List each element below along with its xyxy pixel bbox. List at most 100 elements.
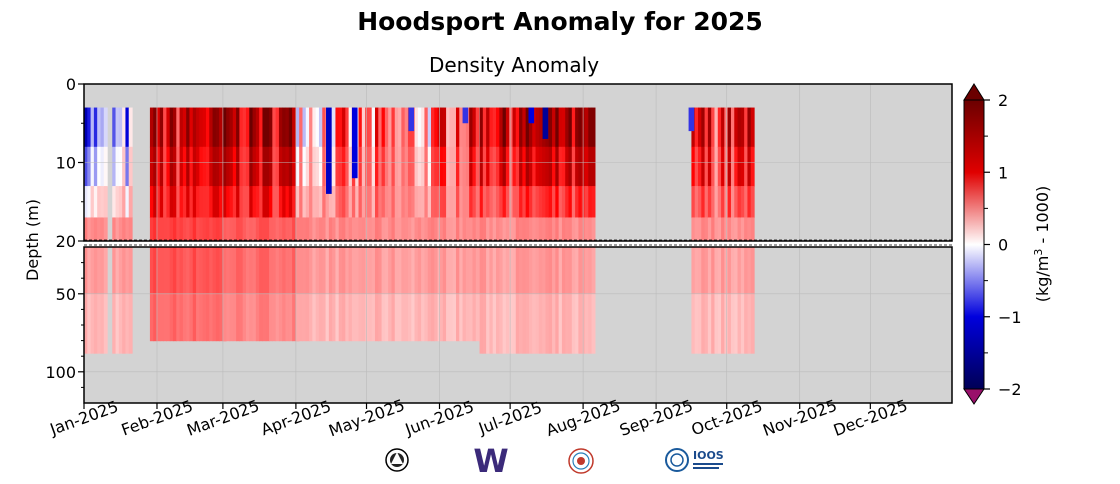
heatmap-cell	[335, 186, 340, 219]
heatmap-cell	[288, 293, 293, 342]
heatmap-cell	[282, 247, 287, 295]
heatmap-cell	[740, 247, 745, 295]
heatmap-cell	[245, 186, 250, 219]
heatmap-cell	[724, 107, 729, 148]
heatmap-cell	[407, 146, 412, 187]
heatmap-cell	[242, 146, 247, 187]
heatmap-cell	[229, 217, 234, 241]
heatmap-cell	[442, 293, 447, 342]
heatmap-cell	[166, 107, 171, 148]
heatmap-cell	[538, 186, 543, 219]
heatmap-cell	[575, 293, 580, 354]
heatmap-cell	[694, 217, 699, 241]
heatmap-cell	[398, 217, 402, 241]
heatmap-cell	[179, 217, 184, 241]
heatmap-cell	[701, 247, 706, 295]
colorbar-label: (kg/m3 - 1000)	[1032, 186, 1052, 303]
heatmap-cell	[398, 146, 402, 187]
heatmap-cell	[565, 186, 570, 219]
heatmap-cell	[169, 107, 174, 148]
heatmap-cell	[172, 293, 177, 342]
heatmap-cell	[84, 146, 88, 187]
heatmap-cell	[721, 293, 725, 354]
nanoos-logo	[568, 448, 594, 474]
heatmap-cell	[315, 146, 320, 187]
heatmap-cell	[278, 107, 283, 148]
heatmap-cell	[312, 217, 317, 241]
heatmap-cell	[348, 186, 353, 219]
heatmap-cell	[361, 146, 366, 187]
heatmap-cell	[421, 107, 426, 148]
heatmap-cell	[338, 107, 343, 148]
heatmap-cell	[100, 107, 105, 148]
heatmap-cell	[272, 247, 277, 295]
heatmap-cell	[552, 217, 556, 241]
heatmap-cell	[730, 107, 735, 148]
heatmap-cell	[744, 107, 749, 148]
heatmap-cell	[391, 186, 396, 219]
heatmap-cell	[421, 217, 426, 241]
heatmap-cell	[704, 186, 709, 219]
heatmap-cell	[252, 293, 257, 342]
heatmap-cell	[322, 293, 327, 342]
heatmap-cell	[571, 186, 576, 219]
heatmap-cell	[538, 293, 543, 354]
heatmap-cell	[694, 146, 699, 187]
heatmap-cell	[209, 107, 214, 148]
surface-anomaly-mark	[542, 107, 549, 139]
heatmap-cell	[505, 217, 510, 241]
heatmap-cell	[278, 186, 283, 219]
heatmap-cell	[734, 247, 739, 295]
heatmap-cell	[115, 293, 120, 354]
heatmap-cell	[292, 217, 297, 241]
heatmap-cell	[299, 217, 304, 241]
heatmap-cell	[202, 217, 207, 241]
heatmap-cell	[215, 293, 220, 342]
heatmap-cell	[714, 107, 719, 148]
heatmap-cell	[192, 107, 197, 148]
heatmap-cell	[292, 186, 297, 219]
heatmap-cell	[558, 107, 563, 148]
heatmap-cell	[568, 146, 573, 187]
heatmap-cell	[707, 186, 712, 219]
heatmap-cell	[737, 217, 742, 241]
heatmap-cell	[252, 146, 257, 187]
heatmap-cell	[242, 217, 247, 241]
heatmap-cell	[525, 146, 530, 187]
heatmap-cell	[434, 293, 439, 342]
heatmap-cell	[355, 186, 360, 219]
heatmap-cell	[591, 247, 596, 295]
heatmap-cell	[176, 217, 181, 241]
heatmap-cell	[424, 293, 429, 342]
heatmap-cell	[744, 247, 749, 295]
heatmap-cell	[112, 217, 117, 241]
heatmap-cell	[561, 107, 566, 148]
heatmap-cell	[239, 293, 244, 342]
heatmap-cell	[342, 146, 346, 187]
heatmap-cell	[581, 146, 586, 187]
heatmap-cell	[236, 247, 240, 295]
heatmap-cell	[199, 217, 204, 241]
heatmap-cell	[259, 247, 264, 295]
heatmap-cell	[322, 247, 327, 295]
heatmap-cell	[449, 186, 454, 219]
heatmap-cell	[452, 107, 457, 148]
heatmap-cell	[750, 247, 755, 295]
heatmap-cell	[565, 146, 570, 187]
heatmap-cell	[368, 146, 373, 187]
heatmap-cell	[156, 146, 161, 187]
heatmap-cell	[332, 293, 337, 342]
heatmap-cell	[259, 217, 264, 241]
heatmap-cell	[414, 146, 419, 187]
heatmap-cell	[205, 293, 210, 342]
heatmap-cell	[469, 293, 474, 342]
heatmap-cell	[325, 247, 330, 295]
heatmap-cell	[472, 186, 477, 219]
heatmap-cell	[714, 293, 719, 354]
heatmap-cell	[118, 217, 123, 241]
heatmap-cell	[724, 247, 729, 295]
heatmap-cell	[585, 293, 589, 354]
heatmap-cell	[348, 247, 353, 295]
heatmap-cell	[97, 247, 102, 295]
